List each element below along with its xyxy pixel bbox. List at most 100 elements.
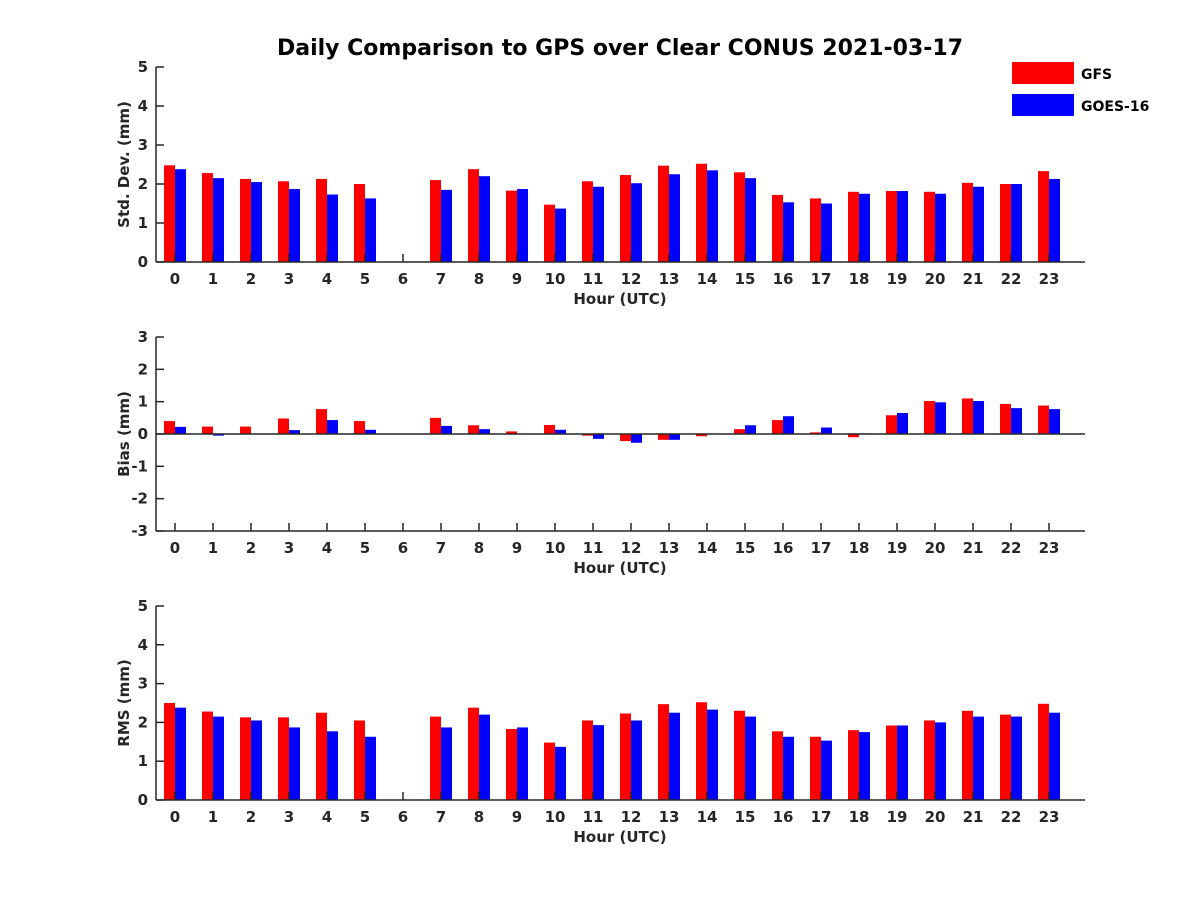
rms-x-tick-label: 5 xyxy=(360,808,370,826)
rms-y-axis-label: RMS (mm) xyxy=(115,659,133,746)
bias-bar-goes16-16 xyxy=(783,416,794,434)
rms-x-tick-label: 23 xyxy=(1039,808,1060,826)
bias-bar-gfs-3 xyxy=(278,418,289,434)
std-bar-goes16-17 xyxy=(821,203,832,262)
rms-bar-goes16-18 xyxy=(859,732,870,800)
bias-bar-goes16-20 xyxy=(935,402,946,434)
rms-x-tick-label: 19 xyxy=(887,808,908,826)
bias-x-tick-label: 14 xyxy=(697,539,718,557)
bias-bar-gfs-2 xyxy=(240,426,251,434)
rms-bar-gfs-4 xyxy=(316,712,327,800)
rms-x-tick-label: 21 xyxy=(963,808,984,826)
rms-y-tick-label: 4 xyxy=(138,636,148,654)
std-x-tick-label: 20 xyxy=(925,270,946,288)
std-bar-goes16-21 xyxy=(973,186,984,262)
rms-bar-gfs-19 xyxy=(886,725,897,800)
bias-bar-gfs-21 xyxy=(962,398,973,434)
bias-bar-goes16-13 xyxy=(669,434,680,440)
std-bar-goes16-4 xyxy=(327,194,338,262)
rms-bar-goes16-10 xyxy=(555,746,566,800)
bias-bar-gfs-7 xyxy=(430,417,441,434)
std-x-tick-label: 7 xyxy=(436,270,446,288)
bias-y-axis-label: Bias (mm) xyxy=(115,391,133,477)
std-bar-gfs-18 xyxy=(848,191,859,262)
bias-bar-gfs-0 xyxy=(164,421,175,434)
std-x-tick-label: 3 xyxy=(284,270,294,288)
std-bar-gfs-21 xyxy=(962,182,973,262)
bias-x-tick-label: 20 xyxy=(925,539,946,557)
std-x-tick-label: 5 xyxy=(360,270,370,288)
rms-bar-gfs-2 xyxy=(240,717,251,800)
bias-bar-gfs-18 xyxy=(848,434,859,438)
std-x-tick-label: 11 xyxy=(583,270,604,288)
rms-bar-gfs-0 xyxy=(164,703,175,800)
bias-y-tick-label: 0 xyxy=(138,425,148,443)
bias-x-tick-label: 19 xyxy=(887,539,908,557)
rms-bar-goes16-23 xyxy=(1049,712,1060,800)
bias-y-tick-label: 1 xyxy=(138,393,148,411)
bias-bar-gfs-22 xyxy=(1000,403,1011,434)
bias-x-tick-label: 15 xyxy=(735,539,756,557)
rms-bar-goes16-1 xyxy=(213,716,224,800)
bias-bar-goes16-22 xyxy=(1011,408,1022,434)
rms-x-tick-label: 22 xyxy=(1001,808,1022,826)
rms-y-tick-label: 1 xyxy=(138,752,148,770)
bias-x-tick-label: 12 xyxy=(621,539,642,557)
std-x-tick-label: 22 xyxy=(1001,270,1022,288)
std-x-tick-label: 23 xyxy=(1039,270,1060,288)
std-x-tick-label: 16 xyxy=(773,270,794,288)
rms-x-tick-label: 18 xyxy=(849,808,870,826)
rms-x-tick-label: 0 xyxy=(170,808,180,826)
std-bar-gfs-13 xyxy=(658,165,669,262)
std-bar-gfs-9 xyxy=(506,190,517,262)
bias-y-tick-label: 3 xyxy=(138,328,148,346)
rms-bar-gfs-15 xyxy=(734,710,745,800)
std-bar-goes16-20 xyxy=(935,193,946,262)
rms-bar-gfs-22 xyxy=(1000,714,1011,800)
bias-bar-gfs-1 xyxy=(202,426,213,434)
rms-x-tick-label: 16 xyxy=(773,808,794,826)
rms-bar-gfs-1 xyxy=(202,711,213,800)
bias-bar-goes16-17 xyxy=(821,427,832,434)
std-bar-gfs-22 xyxy=(1000,184,1011,262)
std-bar-goes16-13 xyxy=(669,174,680,262)
std-bar-gfs-0 xyxy=(164,165,175,262)
bias-bar-gfs-4 xyxy=(316,409,327,434)
rms-x-tick-label: 14 xyxy=(697,808,718,826)
rms-x-tick-label: 8 xyxy=(474,808,484,826)
std-bar-goes16-11 xyxy=(593,186,604,262)
std-x-tick-label: 0 xyxy=(170,270,180,288)
bias-bar-goes16-4 xyxy=(327,420,338,434)
legend-swatch-gfs xyxy=(1012,62,1074,84)
bias-x-tick-label: 22 xyxy=(1001,539,1022,557)
std-bar-goes16-22 xyxy=(1011,184,1022,262)
std-x-tick-label: 6 xyxy=(398,270,408,288)
bias-bar-goes16-0 xyxy=(175,426,186,434)
rms-bar-goes16-16 xyxy=(783,736,794,800)
bias-bar-goes16-10 xyxy=(555,429,566,434)
std-y-tick-label: 2 xyxy=(138,175,148,193)
std-bar-gfs-10 xyxy=(544,204,555,262)
bias-y-tick-label: 2 xyxy=(138,360,148,378)
rms-bar-gfs-3 xyxy=(278,717,289,800)
bias-bar-goes16-15 xyxy=(745,425,756,434)
std-y-tick-label: 1 xyxy=(138,214,148,232)
rms-bar-goes16-14 xyxy=(707,709,718,800)
std-bar-gfs-20 xyxy=(924,191,935,262)
bias-bar-gfs-9 xyxy=(506,431,517,434)
bias-y-tick-label: -3 xyxy=(131,522,148,540)
legend-label-gfs: GFS xyxy=(1081,67,1112,83)
std-y-tick-label: 0 xyxy=(138,253,148,271)
bias-x-axis-label: Hour (UTC) xyxy=(573,559,666,577)
bias-bar-gfs-19 xyxy=(886,415,897,434)
rms-bar-goes16-11 xyxy=(593,725,604,800)
bias-bar-goes16-8 xyxy=(479,429,490,434)
std-bar-goes16-7 xyxy=(441,189,452,262)
std-x-tick-label: 2 xyxy=(246,270,256,288)
std-bar-gfs-2 xyxy=(240,178,251,262)
rms-bar-goes16-19 xyxy=(897,725,908,800)
bias-x-tick-label: 3 xyxy=(284,539,294,557)
bias-bar-goes16-1 xyxy=(213,434,224,436)
